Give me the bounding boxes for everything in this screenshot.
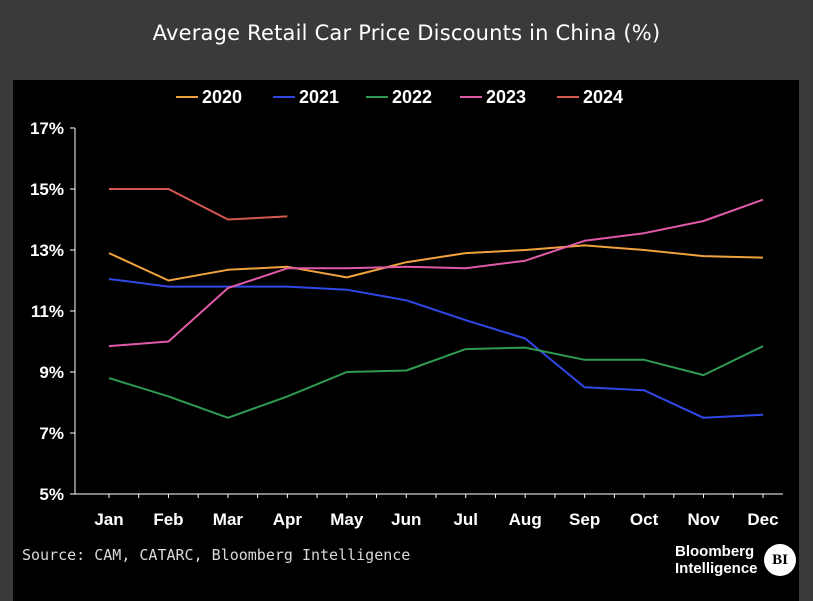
bloomberg-logo-text: Bloomberg Intelligence (675, 543, 758, 577)
y-tick-label: 17% (30, 119, 64, 138)
title-bar: Average Retail Car Price Discounts in Ch… (0, 0, 813, 66)
x-tick-label: Feb (153, 510, 183, 529)
logo-line-2: Intelligence (675, 560, 758, 577)
y-tick-label: 5% (39, 485, 64, 504)
logo-line-1: Bloomberg (675, 543, 755, 560)
legend-label-2020: 2020 (202, 87, 242, 107)
x-tick-label: Jun (391, 510, 421, 529)
x-tick-label: Jul (453, 510, 478, 529)
y-tick-label: 7% (39, 424, 64, 443)
legend-label-2021: 2021 (299, 87, 339, 107)
bi-logo-badge: BI (764, 544, 796, 576)
frame-top (0, 66, 813, 80)
legend-label-2022: 2022 (392, 87, 432, 107)
x-tick-label: Sep (569, 510, 600, 529)
source-note: Source: CAM, CATARC, Bloomberg Intellige… (22, 546, 411, 564)
y-tick-label: 9% (39, 363, 64, 382)
line-chart: 17% 15% 13% 11% 9% 7% 5% Jan Feb Mar Apr May Jun Jul A… (30, 87, 783, 529)
y-tick-label: 11% (31, 302, 64, 321)
frame-left (0, 66, 13, 601)
x-tick-label: Jan (94, 510, 123, 529)
chart-panel: 17% 15% 13% 11% 9% 7% 5% Jan Feb Mar Apr May Jun Jul A… (13, 80, 799, 601)
y-tick-label: 13% (30, 241, 64, 260)
x-tick-label: Nov (687, 510, 720, 529)
x-tick-label: Mar (213, 510, 244, 529)
x-tick-label: Apr (273, 510, 303, 529)
legend-label-2024: 2024 (583, 87, 623, 107)
x-tick-label: Oct (630, 510, 659, 529)
chart-title: Average Retail Car Price Discounts in Ch… (152, 21, 661, 45)
series-line-2023 (108, 198, 764, 348)
legend-label-2023: 2023 (486, 87, 526, 107)
series-line-2021 (108, 278, 764, 419)
x-tick-label: Dec (747, 510, 778, 529)
x-tick-label: Aug (509, 510, 542, 529)
x-tick-label: May (330, 510, 364, 529)
frame-right (799, 66, 813, 601)
series-line-2020 (108, 244, 764, 282)
series-line-2022 (108, 345, 764, 419)
series-line-2024 (109, 188, 288, 221)
y-tick-label: 15% (30, 180, 64, 199)
